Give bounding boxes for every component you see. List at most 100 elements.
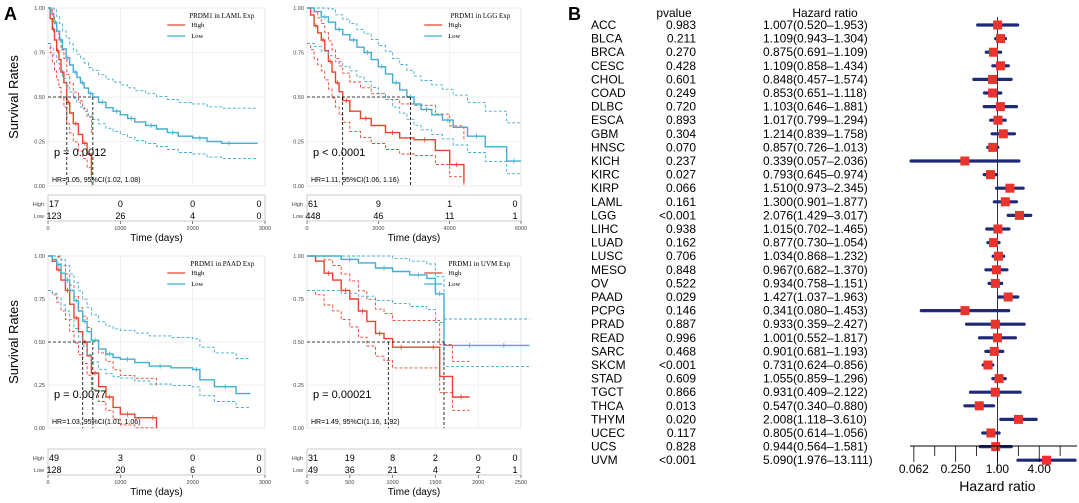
risk-table-row-label: Low xyxy=(34,468,44,474)
cancer-type-label: UVM xyxy=(591,453,618,467)
cancer-type-label: TGCT xyxy=(591,385,624,399)
cancer-type-label: HNSC xyxy=(591,140,625,154)
risk-table-cell: 128 xyxy=(46,465,61,475)
panel-label-a: A xyxy=(4,4,17,24)
legend-label-high: High xyxy=(448,270,462,277)
cancer-type-label: LAML xyxy=(591,195,623,209)
risk-table-cell: 31 xyxy=(308,453,318,463)
risk-table-cell: 46 xyxy=(373,211,383,221)
cancer-type-label: COAD xyxy=(591,86,626,100)
risk-table-cell: 4 xyxy=(433,465,438,475)
y-tick-label: 0.50 xyxy=(34,95,45,101)
hr-point xyxy=(996,34,1006,44)
pvalue-value: 0.609 xyxy=(666,372,696,386)
hr-point xyxy=(960,156,970,166)
ci-lower-high xyxy=(307,289,470,411)
pvalue-value: 0.162 xyxy=(666,236,696,250)
survival-curve-high xyxy=(307,7,465,183)
pvalue-value: 0.522 xyxy=(666,276,696,290)
cancer-type-label: READ xyxy=(591,331,625,345)
hr-point xyxy=(990,278,1000,288)
forest-x-axis-label: Hazard ratio xyxy=(959,478,1035,494)
hazard-ratio-value: 0.944(0.564–1.581) xyxy=(763,440,868,454)
hr-point xyxy=(996,61,1006,71)
hazard-ratio-value: 0.933(0.359–2.427) xyxy=(763,317,868,331)
cancer-type-label: BRCA xyxy=(591,45,624,59)
km-panel-3: 0.00 0.25 0.50 0.75 1.00 PRDM1 in UVM Exp High… xyxy=(292,254,530,498)
x-tick-label: 2000 xyxy=(187,226,199,232)
hazard-ratio-value: 0.857(0.726–1.013) xyxy=(763,140,868,154)
x-tick-label: 0 xyxy=(305,226,308,232)
risk-table-cell: 0 xyxy=(190,199,195,209)
pvalue-value: 0.601 xyxy=(666,72,696,86)
pvalue-value: 0.468 xyxy=(666,344,696,358)
x-axis-label: Time (days) xyxy=(130,487,182,498)
hazard-ratio-value: 0.547(0.340–0.880) xyxy=(763,399,868,413)
pvalue-value: 0.027 xyxy=(666,168,696,182)
p-value-text: p = 0.0077 xyxy=(54,389,106,401)
x-tick-label: 1000 xyxy=(114,226,126,232)
y-tick-label: 0.00 xyxy=(293,184,304,190)
risk-table-cell: 21 xyxy=(388,465,398,475)
ci-upper-low xyxy=(307,255,530,320)
y-tick-label: 0.00 xyxy=(34,184,45,190)
ci-upper-low xyxy=(48,255,251,359)
hr-point xyxy=(993,251,1003,261)
ci-upper-low xyxy=(307,7,521,124)
y-axis-label: Survival Rates xyxy=(6,55,21,139)
ci-upper-high xyxy=(307,7,465,141)
pvalue-value: 0.270 xyxy=(666,45,696,59)
hazard-ratio-value: 2.076(1.429–3.017) xyxy=(763,208,868,222)
cancer-type-label: PCPG xyxy=(591,304,625,318)
hr-point xyxy=(1041,455,1051,465)
pvalue-value: 0.029 xyxy=(666,290,696,304)
hazard-ratio-value: 1.109(0.858–1.434) xyxy=(763,59,868,73)
x-tick-label: 1000 xyxy=(114,480,126,486)
risk-table-cell: 0 xyxy=(256,199,261,209)
pvalue-value: 0.983 xyxy=(666,18,696,32)
hr-point xyxy=(1014,210,1024,220)
pvalue-value: 0.117 xyxy=(667,426,696,440)
risk-table-cell: 9 xyxy=(376,199,381,209)
risk-table-cell: 0 xyxy=(256,211,261,221)
y-tick-label: 0.50 xyxy=(293,340,304,346)
risk-table-cell: 17 xyxy=(49,199,59,209)
cancer-type-label: THYM xyxy=(591,412,625,426)
ci-lower-high xyxy=(48,289,157,429)
hazard-ratio-value: 1.017(0.799–1.294) xyxy=(763,113,868,127)
hazard-ratio-value: 0.934(0.758–1.151) xyxy=(763,276,868,290)
cancer-type-label: PAAD xyxy=(591,290,623,304)
ci-lower-low xyxy=(48,289,251,408)
risk-table-frame xyxy=(306,448,522,476)
pvalue-value: 0.066 xyxy=(666,181,696,195)
pvalue-value: 0.893 xyxy=(666,113,696,127)
cancer-type-label: DLBC xyxy=(591,100,623,114)
p-value-text: p < 0.0001 xyxy=(313,147,365,159)
hr-point xyxy=(983,360,993,370)
cancer-type-label: UCS xyxy=(591,440,616,454)
cancer-type-label: ACC xyxy=(591,18,617,32)
cancer-type-label: CHOL xyxy=(591,72,625,86)
x-tick-label: 1000 xyxy=(386,480,398,486)
ci-upper-low xyxy=(48,7,258,109)
hazard-ratio-value: 1.034(0.868–1.232) xyxy=(763,249,868,263)
hr-point xyxy=(993,20,1003,30)
hazard-ratio-value: 0.875(0.691–1.109) xyxy=(763,45,868,59)
chart-title: PRDM1 in PAAD Exp xyxy=(190,260,254,268)
hr-point xyxy=(1013,414,1023,424)
risk-table-cell: 0 xyxy=(118,199,123,209)
hr-point xyxy=(974,401,984,411)
risk-table-cell: 0 xyxy=(512,199,517,209)
ci-lower-low xyxy=(307,289,530,367)
pvalue-value: 0.020 xyxy=(666,412,696,426)
panel-label-b: B xyxy=(568,4,581,24)
risk-table-cell: 49 xyxy=(308,465,318,475)
pvalue-value: 0.161 xyxy=(666,195,696,209)
y-tick-label: 0.75 xyxy=(293,297,304,303)
hazard-ratio-value: 1.427(1.037–1.963) xyxy=(763,290,868,304)
hazard-ratio-value: 0.339(0.057–2.036) xyxy=(763,154,868,168)
pvalue-header: pvalue xyxy=(656,6,692,20)
hazard-ratio-value: 1.103(0.646–1.881) xyxy=(763,100,868,114)
hazard-ratio-value: 0.805(0.614–1.056) xyxy=(763,426,868,440)
